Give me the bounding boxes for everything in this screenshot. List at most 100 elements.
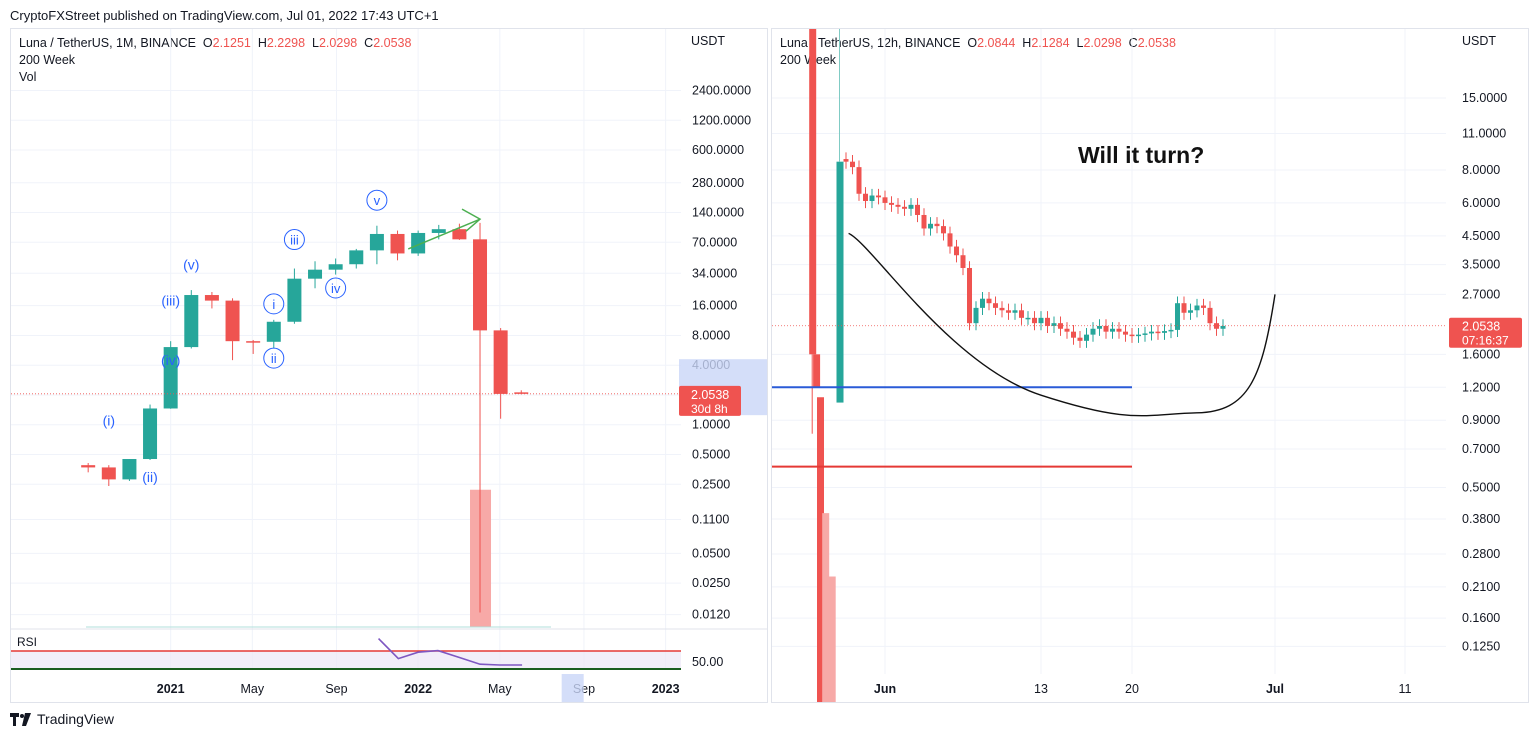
candle-body: [1064, 328, 1070, 332]
wave-label: iv: [331, 281, 341, 296]
twelve-hour-chart-panel[interactable]: Luna / TetherUS, 12h, BINANCE O2.0844 H2…: [771, 28, 1529, 703]
indicator-200-week[interactable]: 200 Week: [19, 53, 76, 67]
y-tick-label: 11.0000: [1462, 126, 1506, 140]
candle-body: [493, 330, 508, 394]
candle-body: [1155, 331, 1161, 334]
candle-body: [902, 206, 907, 209]
candle-body: [1168, 329, 1174, 332]
candle-body: [390, 233, 405, 254]
x-tick-label: May: [241, 682, 265, 696]
countdown-label: 07:16:37: [1462, 334, 1509, 348]
y-tick-label: 0.1250: [1462, 639, 1500, 653]
candle-body: [817, 397, 824, 702]
wave-label: v: [374, 193, 381, 208]
candle-body: [246, 341, 261, 343]
candle-body: [1077, 337, 1083, 341]
y-tick-label: 600.0000: [692, 143, 744, 157]
wave-circle: [366, 189, 388, 211]
candle-body: [349, 250, 364, 265]
y-tick-label: 6.0000: [1462, 196, 1500, 210]
rsi-line: [377, 638, 523, 666]
projection-arrowhead: [461, 208, 482, 232]
candle-body: [1136, 334, 1141, 337]
x-tick-label: May: [488, 682, 512, 696]
tradingview-brand[interactable]: TradingView: [10, 711, 114, 727]
candle-body: [1123, 331, 1128, 335]
candle-body: [1025, 317, 1031, 320]
candle-body: [1201, 305, 1206, 308]
indicator-200-week[interactable]: 200 Week: [780, 53, 837, 67]
candle-body: [308, 269, 323, 279]
candle-body: [960, 255, 966, 268]
candle-body: [999, 307, 1005, 311]
y-tick-label: 0.0500: [692, 546, 730, 560]
candle-body: [204, 295, 219, 301]
wave-label: ii: [271, 351, 277, 366]
candle-body: [1006, 310, 1011, 313]
candle-body: [863, 193, 868, 202]
candle-body: [947, 233, 953, 247]
candle-body: [1149, 331, 1154, 334]
candle-body: [1038, 317, 1044, 324]
publisher-header: CryptoFXStreet published on TradingView.…: [10, 8, 439, 23]
candle-body: [1129, 334, 1135, 337]
candle-body: [1181, 303, 1187, 313]
wave-label: (iv): [161, 352, 180, 368]
y-tick-label: 70.0000: [692, 235, 737, 249]
candle-body: [915, 204, 920, 215]
y-tick-label: 8.0000: [1462, 163, 1500, 177]
wave-circle: [263, 293, 285, 315]
candle-body: [980, 298, 985, 308]
y-tick-label: 0.5000: [692, 447, 730, 461]
candle-body: [954, 246, 959, 256]
monthly-chart-panel[interactable]: Luna / TetherUS, 1M, BINANCE O2.1251 H2.…: [10, 28, 768, 703]
volume-bar: [822, 513, 830, 702]
candle-body: [473, 239, 488, 331]
y-tick-label: 0.2100: [1462, 580, 1500, 594]
y-tick-label: 280.0000: [692, 176, 744, 190]
y-tick-label: 1.6000: [1462, 347, 1500, 361]
wave-label: i: [272, 297, 275, 312]
y-tick-label: 34.0000: [692, 266, 737, 280]
candle-body: [928, 223, 933, 229]
candle-body: [809, 29, 817, 355]
volume-bar: [828, 576, 836, 702]
x-tick-label: 2023: [652, 682, 680, 696]
candle-body: [1012, 310, 1018, 313]
y-tick-label: 0.1100: [692, 513, 729, 527]
monthly-chart-canvas[interactable]: 2400.0000 1200.0000 600.0000 280.0000 140.00…: [11, 29, 767, 702]
wave-circle: [283, 229, 305, 251]
candle-body: [287, 278, 302, 322]
y-tick-label: 1200.0000: [692, 113, 751, 127]
candle-body: [1162, 331, 1167, 333]
wave-label: (iii): [161, 292, 180, 308]
twelve-hour-chart-canvas[interactable]: 15.0000 11.0000 8.0000 6.0000 4.5000 3.5000 2.…: [772, 29, 1528, 702]
candle-body: [1110, 328, 1115, 332]
candle-body: [452, 229, 467, 240]
candle-body: [843, 159, 849, 162]
y-tick-label: 0.2500: [692, 477, 730, 491]
rsi-tick: 50.00: [692, 655, 723, 669]
chart-legend: Luna / TetherUS, 1M, BINANCE O2.1251 H2.…: [19, 36, 412, 84]
candle-body: [941, 226, 946, 234]
last-price-badge: [679, 385, 741, 416]
brand-name: TradingView: [37, 711, 115, 727]
y-tick-label: 3.5000: [1462, 258, 1500, 272]
x-tick-label: 2022: [404, 682, 432, 696]
candle-body: [163, 347, 178, 409]
wave-label: (v): [183, 257, 199, 273]
candle-body: [369, 233, 384, 251]
candle-body: [1071, 331, 1076, 338]
candle-body: [1175, 303, 1180, 330]
y-tick-label: 0.0250: [692, 576, 730, 590]
candle-body: [967, 267, 972, 324]
countdown-label: 30d 8h: [691, 402, 728, 416]
x-tick-label: 2021: [157, 682, 185, 696]
candle-body: [850, 161, 855, 168]
candle-body: [1032, 317, 1037, 324]
candle-body: [1188, 310, 1193, 313]
indicator-vol[interactable]: Vol: [19, 70, 37, 84]
candle-body: [993, 303, 998, 308]
tradingview-logo-icon: [10, 712, 31, 726]
candle-body: [411, 232, 426, 254]
